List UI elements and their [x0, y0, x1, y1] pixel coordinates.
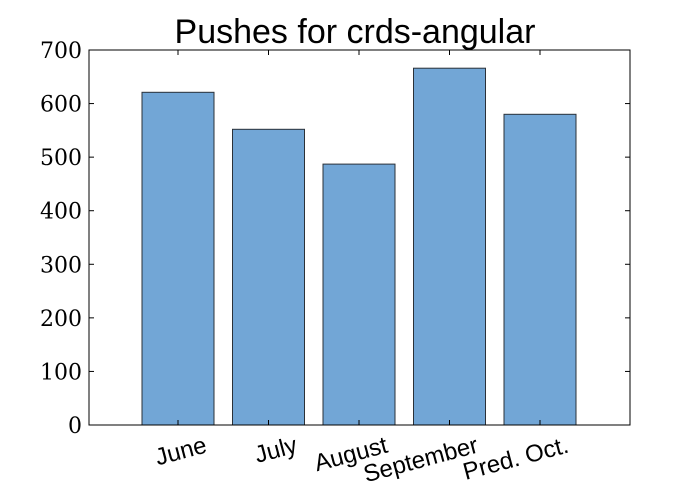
y-tick-label: 200	[40, 307, 82, 332]
y-tick-label: 100	[40, 360, 82, 385]
x-tick-label: June	[152, 432, 209, 472]
bar-august	[322, 163, 396, 426]
x-tick-label: July	[252, 432, 300, 469]
y-tick-label: 400	[40, 200, 82, 225]
y-tick-label: 700	[40, 39, 82, 64]
y-tick-label: 600	[40, 93, 82, 118]
bar-pred-oct	[503, 113, 577, 426]
y-tick-label: 500	[40, 146, 82, 171]
x-tick-label: Pred. Oct.	[460, 432, 571, 486]
y-axis-ticks	[89, 49, 630, 426]
bar-june	[141, 91, 215, 426]
y-tick-label: 300	[40, 253, 82, 278]
y-axis-tick-labels: 0 100 200 300 400 500 600 700	[40, 39, 82, 439]
bar-july	[232, 128, 305, 426]
chart-title: Pushes for crds-angular	[175, 13, 536, 51]
y-tick-label: 0	[68, 414, 82, 439]
bars-layer	[141, 67, 577, 426]
bar-september	[413, 67, 486, 426]
